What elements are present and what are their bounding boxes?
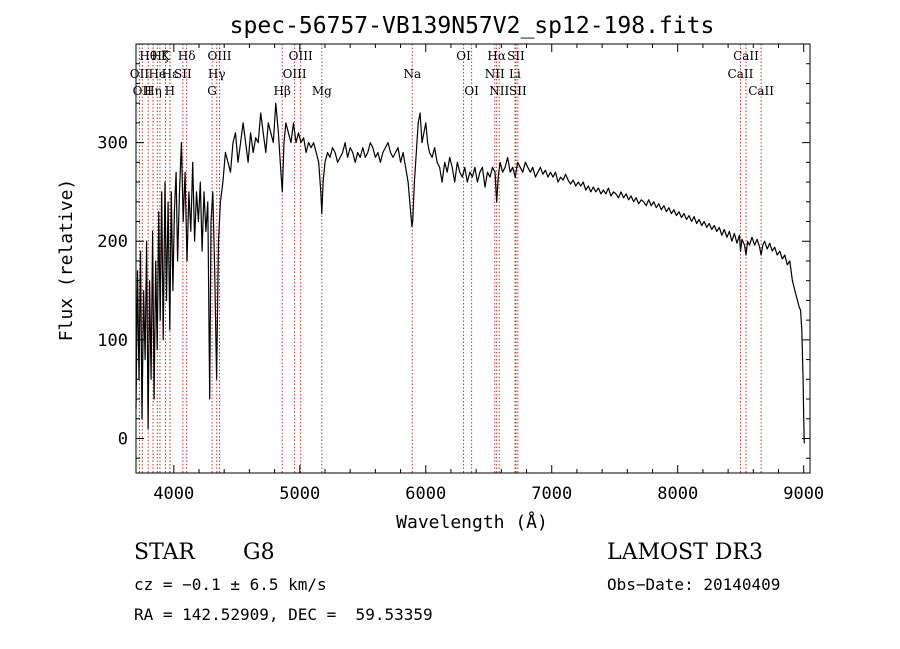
line-label-3: Hη [144,84,162,98]
obs-date-text: Obs−Date: 20140409 [607,575,781,594]
line-label-22: Hα [487,49,506,63]
x-tick-label-5: 9000 [783,484,824,504]
line-labels: OIIOIIHθHηHeHζKHHεSIIHδGHγOIIIHβOIIIOIII… [130,49,775,98]
line-label-6: K [161,49,171,63]
plot-frame [135,43,811,474]
y-tick-label-2: 200 [97,232,128,252]
y-tick-label-3: 300 [97,134,128,154]
coordinates-text: RA = 142.52909, DEC = 59.53359 [134,605,433,624]
line-label-19: OI [456,49,471,63]
line-label-24: Li [509,67,521,81]
x-tick-label-0: 4000 [153,484,194,504]
line-label-15: OIII [283,67,307,81]
line-label-16: OIII [289,49,313,63]
line-label-12: Hγ [208,67,226,81]
line-label-7: H [165,84,175,98]
line-label-28: CaII [733,49,759,63]
line-label-14: Hβ [274,84,291,98]
line-label-27: CaII [728,67,754,81]
line-label-25: SII [507,49,525,63]
x-axis-label: Wavelength (Å) [396,511,548,533]
axis-ticks: 4000 5000 6000 7000 8000 9000 0 100 200 300 [97,44,824,504]
line-label-13: OIII [207,49,231,63]
line-label-29: CaII [748,84,774,98]
line-label-26: SII [509,84,527,98]
line-label-2: Hθ [139,49,157,63]
x-tick-label-3: 7000 [531,484,572,504]
x-tick-label-2: 6000 [405,484,446,504]
line-label-11: G [207,84,217,98]
line-label-10: Hδ [178,49,196,63]
y-tick-label-1: 100 [97,331,128,351]
line-label-21: NII [485,67,505,81]
line-label-9: SII [174,67,192,81]
line-label-1: OII [133,84,153,98]
line-label-18: Na [403,67,421,81]
line-label-20: OI [464,84,479,98]
line-label-0: OII [130,67,150,81]
line-label-17: Mg [312,84,332,98]
line-label-5: Hζ [151,49,168,63]
chart-title: spec-56757-VB139N57V2_sp12-198.fits [230,13,715,39]
flux-series-line [135,102,805,444]
x-tick-label-1: 5000 [279,484,320,504]
class-label: STAR [134,540,195,565]
y-tick-label-0: 0 [118,429,128,449]
line-label-8: Hε [162,67,179,81]
line-label-4: He [149,67,167,81]
x-tick-label-4: 8000 [657,484,698,504]
line-markers [138,44,762,473]
redshift-text: cz = −0.1 ± 6.5 km/s [134,575,327,594]
survey-label: LAMOST DR3 [607,540,763,565]
y-axis-label: Flux (relative) [56,179,77,342]
subclass-label: G8 [243,540,275,565]
line-label-23: NII [489,84,509,98]
